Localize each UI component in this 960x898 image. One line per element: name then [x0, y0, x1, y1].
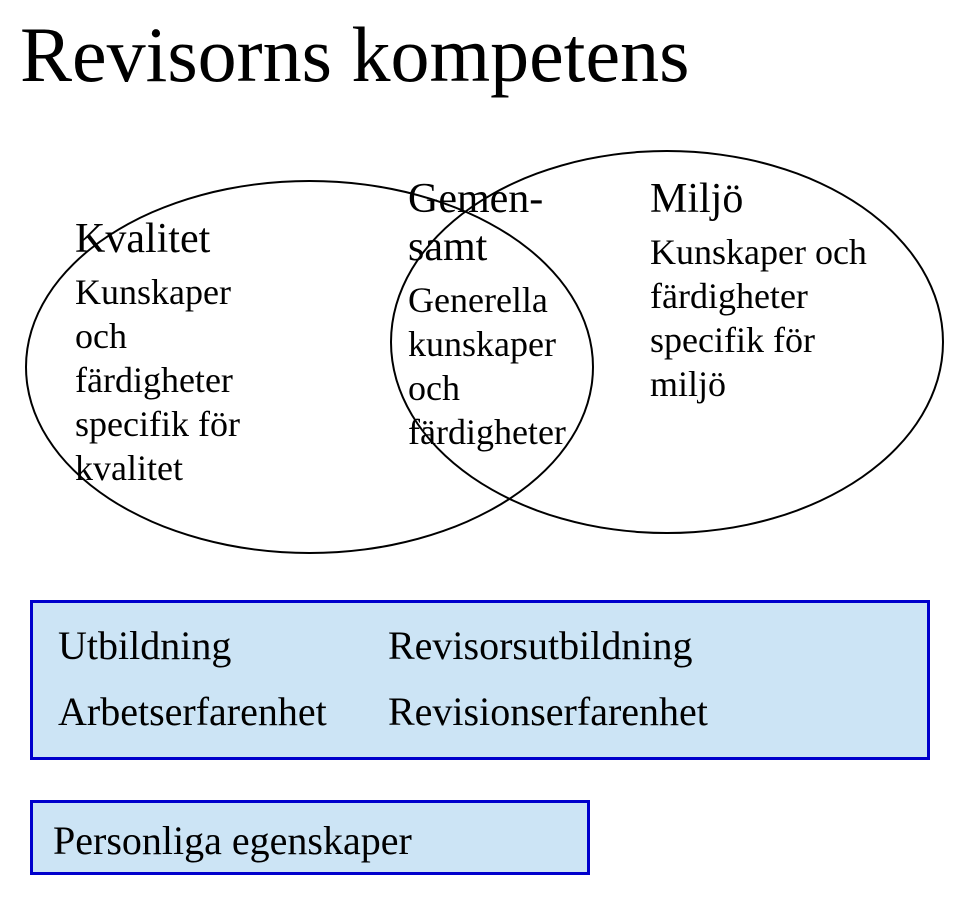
- venn-right-sub-line: färdigheter: [650, 275, 940, 319]
- row-value: Revisionserfarenhet: [388, 689, 902, 735]
- venn-middle-heading: Gemen- samt: [408, 175, 628, 271]
- venn-right-sub: Kunskaper och färdigheter specifik för m…: [650, 231, 940, 407]
- row-label: Utbildning: [58, 623, 388, 669]
- venn-middle-block: Gemen- samt Generella kunskaper och färd…: [408, 175, 628, 455]
- venn-right-heading: Miljö: [650, 175, 940, 223]
- row-value: Revisorsutbildning: [388, 623, 902, 669]
- box-training-experience: Utbildning Revisorsutbildning Arbetserfa…: [30, 600, 930, 760]
- box2-text: Personliga egenskaper: [53, 817, 567, 864]
- box-personal-attributes: Personliga egenskaper: [30, 800, 590, 875]
- venn-right-sub-line: miljö: [650, 363, 940, 407]
- venn-middle-sub: Generella kunskaper och färdigheter: [408, 279, 628, 455]
- venn-right-sub-line: specifik för: [650, 319, 940, 363]
- venn-middle-sub-line: kunskaper: [408, 323, 628, 367]
- venn-left-block: Kvalitet Kunskaper och färdigheter speci…: [75, 215, 355, 491]
- venn-left-sub-line: och: [75, 315, 355, 359]
- row-label: Arbetserfarenhet: [58, 689, 388, 735]
- venn-left-heading: Kvalitet: [75, 215, 355, 263]
- venn-middle-sub-line: Generella: [408, 279, 628, 323]
- venn-right-block: Miljö Kunskaper och färdigheter specifik…: [650, 175, 940, 407]
- row-utbildning: Utbildning Revisorsutbildning: [58, 623, 902, 669]
- venn-diagram: Kvalitet Kunskaper och färdigheter speci…: [10, 130, 950, 570]
- venn-left-sub-line: specifik för: [75, 403, 355, 447]
- venn-left-sub-line: Kunskaper: [75, 271, 355, 315]
- venn-left-sub: Kunskaper och färdigheter specifik för k…: [75, 271, 355, 491]
- row-arbetserfarenhet: Arbetserfarenhet Revisionserfarenhet: [58, 689, 902, 735]
- venn-middle-sub-line: och: [408, 367, 628, 411]
- venn-right-sub-line: Kunskaper och: [650, 231, 940, 275]
- page-title: Revisorns kompetens: [20, 10, 689, 100]
- venn-left-sub-line: färdigheter: [75, 359, 355, 403]
- venn-left-sub-line: kvalitet: [75, 447, 355, 491]
- venn-middle-sub-line: färdigheter: [408, 411, 628, 455]
